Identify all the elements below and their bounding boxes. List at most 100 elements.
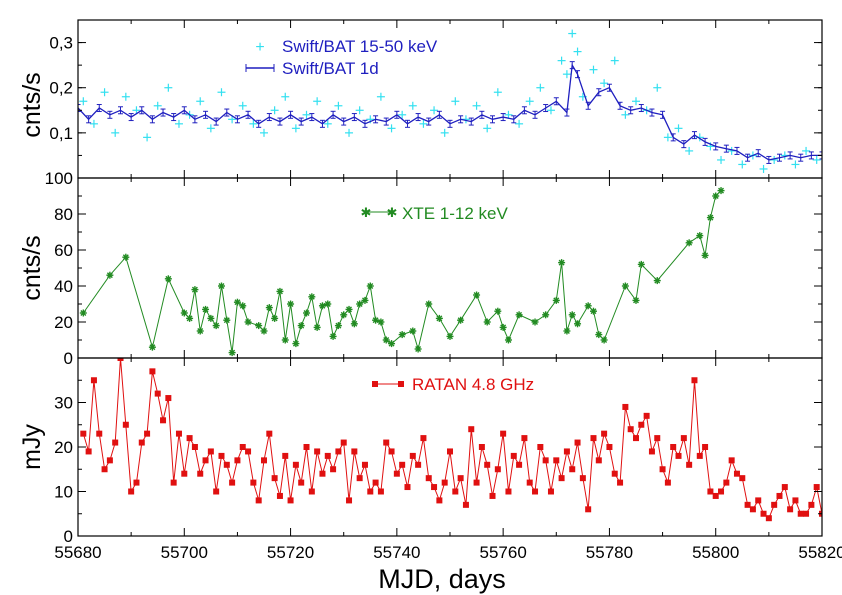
swift-1d-point <box>458 115 464 124</box>
xte-point <box>446 332 454 340</box>
xte-point-arm <box>457 317 464 324</box>
xte-point-arm <box>213 322 220 329</box>
swift-1d-point <box>404 119 410 128</box>
xte-point <box>632 296 640 304</box>
xte-point-arm <box>447 333 453 340</box>
ratan-point <box>447 448 453 455</box>
swift-15-50-point <box>536 83 545 92</box>
legend-bottom: RATAN 4.8 GHz <box>372 375 534 394</box>
xte-point-arm <box>622 283 629 289</box>
ratan-point <box>728 457 735 464</box>
swift-15-50-point <box>663 133 672 142</box>
xte-point <box>255 322 263 330</box>
chart-marks <box>78 29 822 522</box>
ratan-point <box>255 497 262 504</box>
ratan-point <box>250 479 257 486</box>
ratan-point <box>383 439 390 446</box>
xte-point <box>212 322 220 330</box>
ratan-point <box>547 488 554 495</box>
xte-point <box>345 305 353 313</box>
xte-point <box>164 275 172 283</box>
xte-point-arm <box>553 297 560 304</box>
ratan-point <box>473 479 480 486</box>
xte-point-arm <box>287 301 294 307</box>
ratan-point <box>441 479 448 486</box>
ratan-point <box>579 475 586 482</box>
xte-point <box>414 345 422 353</box>
xte-point <box>191 286 199 294</box>
swift-1d-point <box>436 110 442 119</box>
ratan-point <box>516 461 523 468</box>
ratan-point <box>569 466 576 473</box>
xte-point <box>584 302 592 310</box>
xte-point <box>318 302 326 310</box>
xte-point-arm <box>494 308 501 315</box>
ratan-point <box>266 430 273 437</box>
swift-1d-point <box>755 149 761 158</box>
xte-point <box>334 322 342 330</box>
y-tick-label: 10 <box>54 483 73 502</box>
xte-point <box>106 271 114 279</box>
swift-15-50-point <box>493 88 502 97</box>
swift-1d-point <box>585 101 591 110</box>
y-tick-label: 0,2 <box>49 79 73 98</box>
ratan-point <box>654 435 661 442</box>
xte-point-arm <box>80 310 87 316</box>
xte-point-arm <box>308 293 315 300</box>
swift-15-50-point <box>430 106 439 115</box>
swift-1d-point <box>171 113 177 122</box>
swift-15-50-point <box>249 119 258 128</box>
xte-point-arm <box>563 328 570 334</box>
xte-point <box>701 251 709 259</box>
swift-1d-point <box>288 110 294 119</box>
ratan-point <box>229 479 236 486</box>
swift-15-50-point <box>281 92 290 101</box>
xte-point <box>637 260 645 268</box>
xte-point <box>244 318 252 326</box>
xte-point-arm <box>181 310 188 316</box>
swift-15-50-point <box>270 106 279 115</box>
ratan-point <box>213 488 220 495</box>
ratan-point <box>303 444 310 450</box>
swift-1d-point <box>107 110 113 119</box>
panel-marks-0 <box>78 29 822 173</box>
ratan-point <box>776 492 783 499</box>
xte-point-arm <box>245 319 252 325</box>
xte-point-arm <box>516 311 523 318</box>
bottom-y-axis-label: mJy <box>18 424 46 470</box>
xte-point <box>233 298 241 306</box>
ratan-point <box>160 417 167 424</box>
swift-15-50-point <box>653 83 662 92</box>
xte-point-arm <box>271 315 278 322</box>
xte-point <box>303 309 311 317</box>
ratan-point <box>457 475 464 482</box>
xte-point <box>329 332 337 340</box>
ratan-point <box>510 452 517 459</box>
swift-1d-point <box>553 97 559 106</box>
xte-point <box>377 318 385 326</box>
swift-1d-point <box>532 110 538 119</box>
ratan-point <box>276 492 283 499</box>
swift-1d-point <box>798 153 804 162</box>
swift-15-50-point <box>355 106 364 115</box>
xte-point <box>260 327 268 335</box>
ratan-point <box>80 430 87 437</box>
swift-15-50-point <box>685 146 694 155</box>
ratan-point <box>330 466 337 473</box>
xte-point <box>148 343 156 351</box>
y-tick-label: 20 <box>54 313 73 332</box>
ratan-point <box>165 395 172 402</box>
ratan-point <box>404 484 411 491</box>
swift-15-50-point <box>546 106 555 115</box>
xte-point <box>366 282 374 290</box>
swift-1d-point <box>213 117 219 126</box>
legend-ratan-marker-2 <box>398 381 404 387</box>
xte-point-arm <box>638 261 645 268</box>
swift-1d-point <box>787 151 793 160</box>
swift-1d-point <box>490 115 496 124</box>
ratan-point <box>585 506 592 513</box>
ratan-point <box>627 426 634 433</box>
xte-point-arm <box>292 340 299 347</box>
ratan-point <box>399 461 406 468</box>
